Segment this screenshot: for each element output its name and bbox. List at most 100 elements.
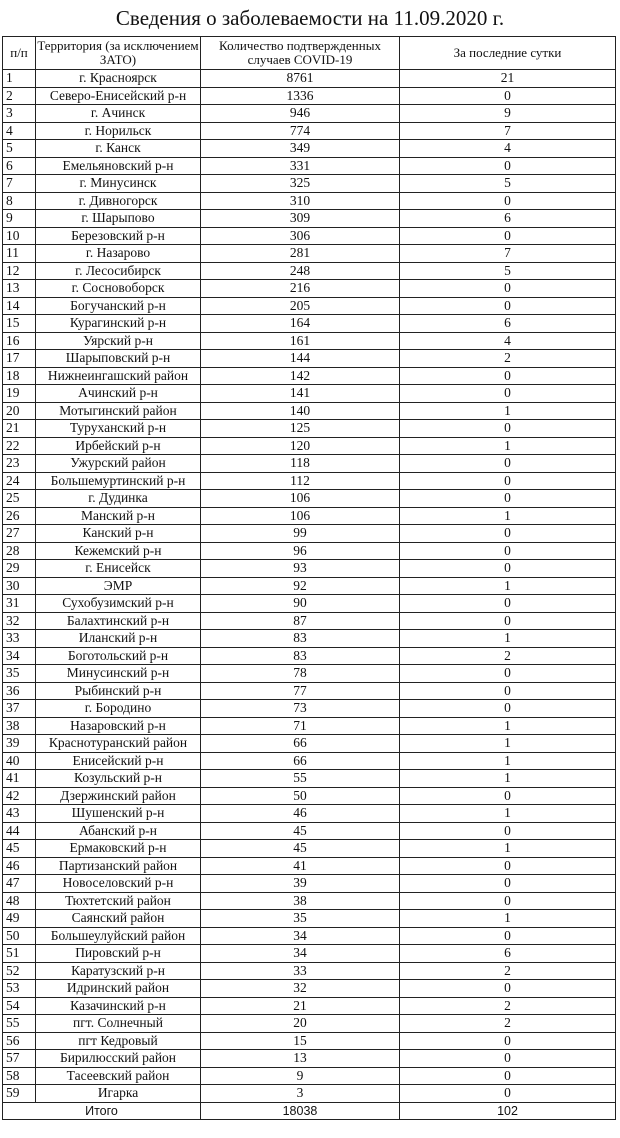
last-day-count: 0 bbox=[399, 1066, 616, 1085]
row-number: 38 bbox=[2, 716, 36, 735]
territory-name: Рыбинский р-н bbox=[35, 681, 201, 700]
cases-count: 248 bbox=[200, 261, 400, 280]
row-number: 47 bbox=[2, 874, 36, 893]
row-number: 39 bbox=[2, 734, 36, 753]
last-day-count: 0 bbox=[399, 979, 616, 998]
territory-name: Кежемский р-н bbox=[35, 541, 201, 560]
cases-count: 118 bbox=[200, 454, 400, 473]
territory-name: Ирбейский р-н bbox=[35, 436, 201, 455]
cases-count: 1336 bbox=[200, 86, 400, 105]
territory-name: Боготольский р-н bbox=[35, 646, 201, 665]
cases-count: 50 bbox=[200, 786, 400, 805]
total-last-day: 102 bbox=[399, 1101, 616, 1120]
last-day-count: 0 bbox=[399, 419, 616, 438]
territory-name: Большеулуйский район bbox=[35, 926, 201, 945]
table-row: 4 г. Норильск 774 7 bbox=[2, 121, 616, 140]
row-number: 15 bbox=[2, 314, 36, 333]
last-day-count: 0 bbox=[399, 821, 616, 840]
table-row: 42 Дзержинский район 50 0 bbox=[2, 786, 616, 805]
last-day-count: 0 bbox=[399, 1084, 616, 1103]
row-number: 24 bbox=[2, 471, 36, 490]
table-row: 13 г. Сосновоборск 216 0 bbox=[2, 279, 616, 298]
last-day-count: 0 bbox=[399, 664, 616, 683]
row-number: 21 bbox=[2, 419, 36, 438]
territory-name: Партизанский район bbox=[35, 856, 201, 875]
territory-name: Мотыгинский район bbox=[35, 401, 201, 420]
cases-count: 106 bbox=[200, 489, 400, 508]
row-number: 33 bbox=[2, 629, 36, 648]
last-day-count: 0 bbox=[399, 559, 616, 578]
row-number: 18 bbox=[2, 366, 36, 385]
row-number: 23 bbox=[2, 454, 36, 473]
territory-name: г. Енисейск bbox=[35, 559, 201, 578]
last-day-count: 7 bbox=[399, 121, 616, 140]
covid-cases-table: п/п Территория (за исключением ЗАТО) Кол… bbox=[2, 36, 616, 1120]
table-row: 36 Рыбинский р-н 77 0 bbox=[2, 681, 616, 700]
territory-name: Новоселовский р-н bbox=[35, 874, 201, 893]
table-row: 31 Сухобузимский р-н 90 0 bbox=[2, 594, 616, 613]
row-number: 5 bbox=[2, 139, 36, 158]
last-day-count: 0 bbox=[399, 786, 616, 805]
cases-count: 92 bbox=[200, 576, 400, 595]
last-day-count: 0 bbox=[399, 891, 616, 910]
territory-name: Казачинский р-н bbox=[35, 996, 201, 1015]
territory-name: Канский р-н bbox=[35, 524, 201, 543]
territory-name: г. Красноярск bbox=[35, 69, 201, 88]
last-day-count: 0 bbox=[399, 489, 616, 508]
cases-count: 161 bbox=[200, 331, 400, 350]
table-row: 12 г. Лесосибирск 248 5 bbox=[2, 261, 616, 280]
row-number: 12 bbox=[2, 261, 36, 280]
row-number: 53 bbox=[2, 979, 36, 998]
table-row: 25 г. Дудинка 106 0 bbox=[2, 489, 616, 508]
cases-count: 39 bbox=[200, 874, 400, 893]
row-number: 57 bbox=[2, 1049, 36, 1068]
last-day-count: 0 bbox=[399, 86, 616, 105]
row-number: 8 bbox=[2, 191, 36, 210]
territory-name: Иланский р-н bbox=[35, 629, 201, 648]
last-day-count: 0 bbox=[399, 699, 616, 718]
table-row: 50 Большеулуйский район 34 0 bbox=[2, 926, 616, 945]
cases-count: 45 bbox=[200, 839, 400, 858]
cases-count: 106 bbox=[200, 506, 400, 525]
table-row: 20 Мотыгинский район 140 1 bbox=[2, 401, 616, 420]
last-day-count: 0 bbox=[399, 279, 616, 298]
cases-count: 310 bbox=[200, 191, 400, 210]
row-number: 16 bbox=[2, 331, 36, 350]
table-row: 8 г. Дивногорск 310 0 bbox=[2, 191, 616, 210]
cases-count: 83 bbox=[200, 629, 400, 648]
row-number: 6 bbox=[2, 156, 36, 175]
table-row: 51 Пировский р-н 34 6 bbox=[2, 944, 616, 963]
cases-count: 306 bbox=[200, 226, 400, 245]
table-row: 41 Козульский р-н 55 1 bbox=[2, 769, 616, 788]
table-row: 9 г. Шарыпово 309 6 bbox=[2, 209, 616, 228]
row-number: 3 bbox=[2, 104, 36, 123]
table-row: 40 Енисейский р-н 66 1 bbox=[2, 751, 616, 770]
territory-name: Краснотуранский район bbox=[35, 734, 201, 753]
territory-name: Балахтинский р-н bbox=[35, 611, 201, 630]
last-day-count: 1 bbox=[399, 839, 616, 858]
last-day-count: 7 bbox=[399, 244, 616, 263]
territory-name: г. Ачинск bbox=[35, 104, 201, 123]
territory-name: Емельяновский р-н bbox=[35, 156, 201, 175]
last-day-count: 0 bbox=[399, 471, 616, 490]
table-row: 33 Иланский р-н 83 1 bbox=[2, 629, 616, 648]
last-day-count: 1 bbox=[399, 909, 616, 928]
cases-count: 331 bbox=[200, 156, 400, 175]
row-number: 26 bbox=[2, 506, 36, 525]
last-day-count: 0 bbox=[399, 1049, 616, 1068]
row-number: 52 bbox=[2, 961, 36, 980]
table-row: 47 Новоселовский р-н 39 0 bbox=[2, 874, 616, 893]
table-row: 54 Казачинский р-н 21 2 bbox=[2, 996, 616, 1015]
cases-count: 34 bbox=[200, 944, 400, 963]
territory-name: Назаровский р-н bbox=[35, 716, 201, 735]
last-day-count: 0 bbox=[399, 454, 616, 473]
cases-count: 34 bbox=[200, 926, 400, 945]
table-row: 34 Боготольский р-н 83 2 bbox=[2, 646, 616, 665]
territory-name: г. Дудинка bbox=[35, 489, 201, 508]
cases-count: 21 bbox=[200, 996, 400, 1015]
row-number: 50 bbox=[2, 926, 36, 945]
territory-name: Шушенский р-н bbox=[35, 804, 201, 823]
table-row: 16 Уярский р-н 161 4 bbox=[2, 331, 616, 350]
cases-count: 144 bbox=[200, 349, 400, 368]
row-number: 2 bbox=[2, 86, 36, 105]
